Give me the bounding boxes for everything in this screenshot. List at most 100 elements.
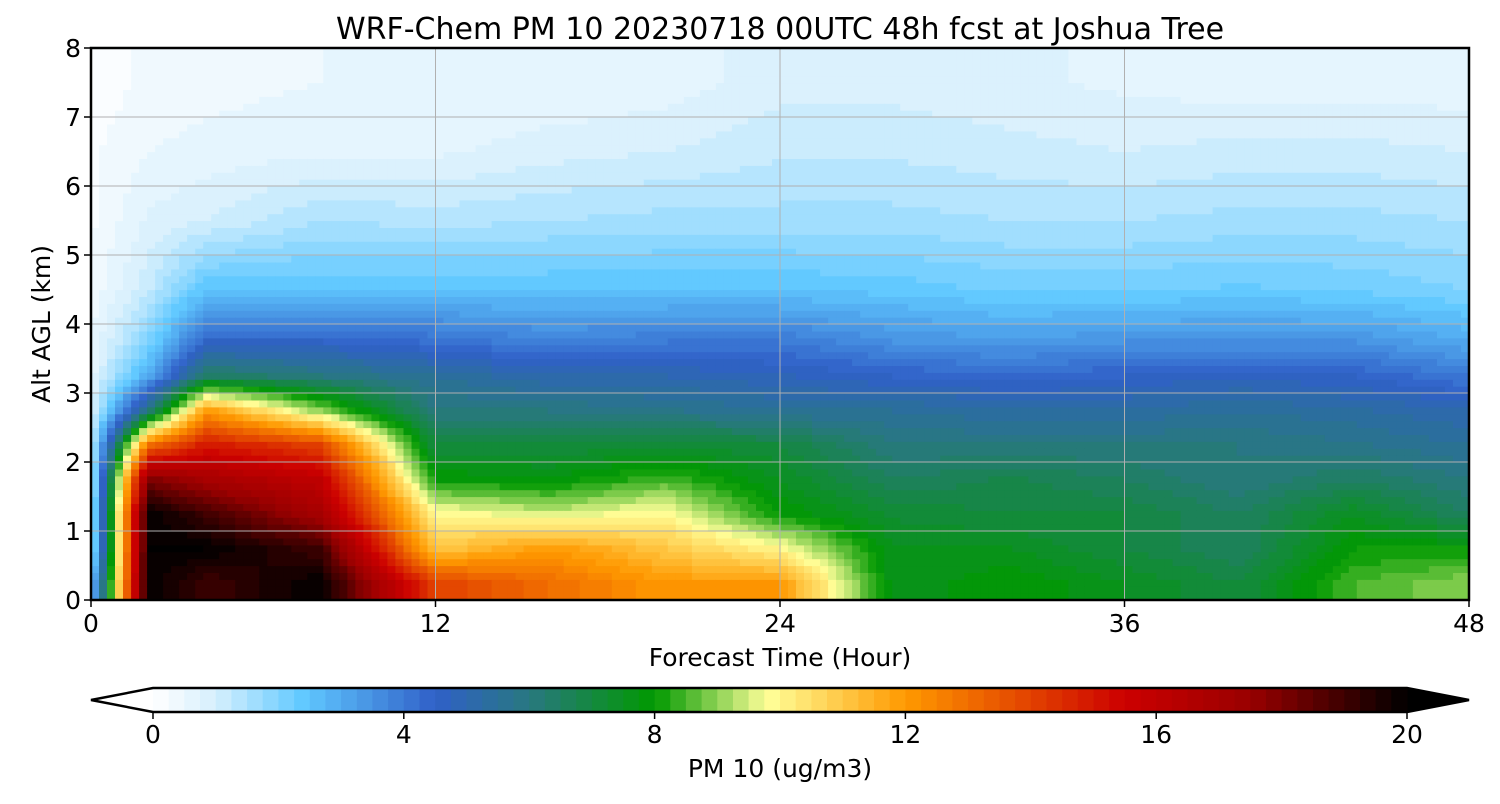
contour-cell <box>523 489 533 498</box>
contour-cell <box>587 517 597 525</box>
contour-cell <box>299 544 308 553</box>
contour-cell <box>99 482 108 491</box>
contour-cell <box>243 123 252 132</box>
contour-cell <box>91 82 100 90</box>
contour-cell <box>411 96 421 104</box>
contour-cell <box>235 372 244 380</box>
contour-cell <box>483 510 493 518</box>
contour-cell <box>467 413 477 422</box>
contour-cell <box>571 531 581 539</box>
contour-cell <box>251 48 260 56</box>
contour-cell <box>267 68 276 77</box>
contour-cell <box>563 261 573 270</box>
contour-cell <box>547 255 557 263</box>
contour-cell <box>315 213 324 222</box>
contour-cell <box>211 103 220 111</box>
contour-cell <box>251 544 260 553</box>
contour-cell <box>411 130 421 139</box>
contour-cell <box>139 558 148 567</box>
contour-cell <box>219 531 228 539</box>
contour-cell <box>259 130 268 139</box>
contour-cell <box>403 103 413 111</box>
contour-cell <box>251 386 260 394</box>
contour-cell <box>579 179 589 187</box>
contour-cell <box>403 420 413 429</box>
contour-cell <box>227 510 236 518</box>
contour-cell <box>403 537 413 546</box>
contour-cell <box>219 537 228 546</box>
contour-cell <box>163 123 172 132</box>
contour-cell <box>507 186 517 194</box>
contour-cell <box>499 365 509 373</box>
contour-cell <box>107 151 116 159</box>
contour-cell <box>171 261 180 270</box>
contour-cell <box>203 510 212 518</box>
contour-cell <box>187 206 196 215</box>
contour-cell <box>91 165 100 173</box>
contour-cell <box>163 468 172 477</box>
contour-cell <box>219 579 228 587</box>
contour-cell <box>347 482 356 491</box>
contour-cell <box>379 351 388 360</box>
contour-cell <box>419 544 429 553</box>
contour-cell <box>267 103 276 111</box>
contour-cell <box>155 448 164 456</box>
contour-cell <box>179 282 188 291</box>
contour-cell <box>491 75 501 84</box>
contour-cell <box>419 324 429 332</box>
contour-cell <box>235 48 244 56</box>
contour-cell <box>451 130 461 139</box>
contour-cell <box>547 110 557 118</box>
contour-cell <box>107 558 116 567</box>
contour-cell <box>531 248 541 256</box>
contour-cell <box>459 544 469 553</box>
contour-cell <box>419 158 429 166</box>
contour-cell <box>515 68 525 77</box>
contour-cell <box>491 317 501 325</box>
contour-cell <box>491 379 501 387</box>
contour-cell <box>403 475 413 484</box>
contour-cell <box>387 572 396 580</box>
contour-cell <box>251 68 260 77</box>
contour-cell <box>387 462 396 470</box>
contour-cell <box>547 406 557 415</box>
contour-cell <box>515 441 525 449</box>
contour-cell <box>115 234 124 242</box>
contour-cell <box>203 503 212 511</box>
contour-cell <box>515 61 525 70</box>
contour-cell <box>419 241 429 249</box>
contour-cell <box>299 261 308 270</box>
contour-cell <box>211 158 220 166</box>
contour-cell <box>267 420 276 429</box>
contour-cell <box>291 413 300 422</box>
contour-cell <box>387 186 396 194</box>
contour-cell <box>539 158 549 166</box>
contour-cell <box>251 82 260 90</box>
contour-cell <box>243 551 252 560</box>
contour-cell <box>179 144 188 153</box>
contour-cell <box>523 372 533 380</box>
contour-cell <box>435 151 445 159</box>
contour-cell <box>155 303 164 311</box>
contour-cell <box>299 61 308 70</box>
contour-cell <box>475 524 485 532</box>
contour-cell <box>147 255 156 263</box>
contour-cell <box>331 144 340 153</box>
contour-cell <box>131 489 140 498</box>
contour-cell <box>547 123 557 132</box>
contour-cell <box>507 572 517 580</box>
contour-cell <box>547 365 557 373</box>
contour-cell <box>467 227 477 235</box>
contour-cell <box>203 289 212 297</box>
contour-cell <box>579 54 589 63</box>
contour-cell <box>363 289 372 297</box>
contour-cell <box>555 151 565 159</box>
contour-cell <box>483 61 493 70</box>
contour-cell <box>275 68 284 77</box>
contour-cell <box>323 110 332 118</box>
contour-cell <box>291 179 300 187</box>
contour-cell <box>515 544 525 553</box>
contour-cell <box>195 48 204 56</box>
contour-cell <box>507 96 517 104</box>
contour-cell <box>467 558 477 567</box>
